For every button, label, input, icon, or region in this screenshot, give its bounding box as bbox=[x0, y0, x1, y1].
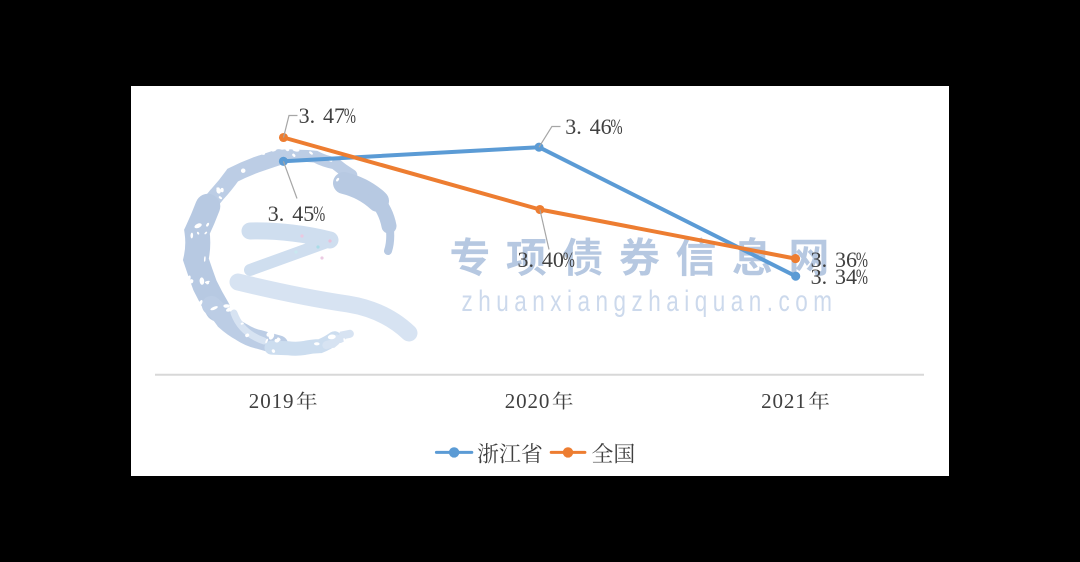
svg-text:%: % bbox=[856, 265, 868, 290]
svg-text:3.: 3. bbox=[811, 264, 828, 289]
svg-text:%: % bbox=[856, 248, 868, 273]
svg-text:2020: 2020 bbox=[505, 389, 551, 413]
svg-text:3.: 3. bbox=[518, 247, 535, 272]
svg-text:40: 40 bbox=[542, 247, 564, 272]
svg-text:%: % bbox=[611, 115, 623, 140]
svg-text:36: 36 bbox=[835, 247, 857, 272]
svg-text:3.: 3. bbox=[299, 103, 316, 128]
svg-text:3.: 3. bbox=[565, 114, 582, 139]
svg-text:3.: 3. bbox=[811, 247, 828, 272]
svg-text:2021: 2021 bbox=[761, 389, 807, 413]
svg-text:2019: 2019 bbox=[249, 389, 295, 413]
svg-text:%: % bbox=[563, 248, 575, 273]
svg-text:47: 47 bbox=[323, 103, 345, 128]
svg-text:34: 34 bbox=[835, 264, 857, 289]
svg-text:3.: 3. bbox=[268, 201, 285, 226]
svg-text:45: 45 bbox=[292, 201, 314, 226]
svg-text:zhuanxiangzhaiquan.com: zhuanxiangzhaiquan.com bbox=[462, 284, 838, 318]
svg-text:%: % bbox=[313, 202, 325, 227]
svg-text:%: % bbox=[344, 104, 356, 129]
svg-text:46: 46 bbox=[590, 114, 612, 139]
